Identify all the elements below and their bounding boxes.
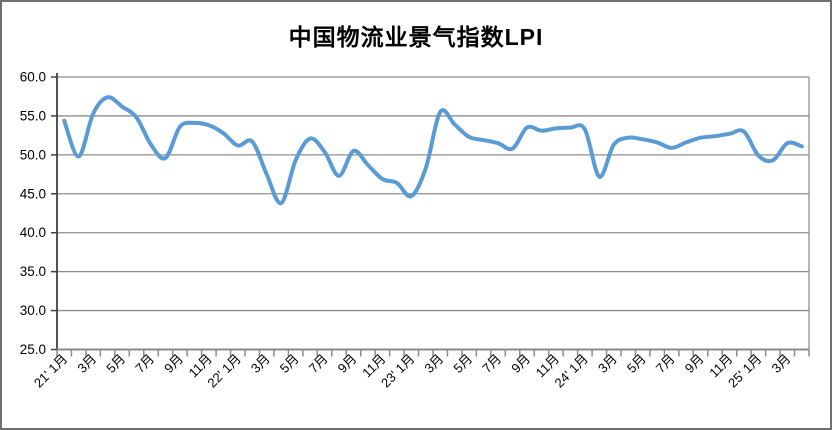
y-axis-label: 40.0 xyxy=(20,225,46,240)
lpi-series-line xyxy=(62,95,804,206)
x-axis-label: 22' 1月 xyxy=(204,351,243,390)
x-axis-label: 9月 xyxy=(508,351,533,376)
x-axis-label: 3月 xyxy=(74,351,99,376)
x-axis-label: 5月 xyxy=(450,351,475,376)
y-axis-label: 60.0 xyxy=(20,70,46,85)
x-axis-label: 7月 xyxy=(653,351,678,376)
x-axis-label: 9月 xyxy=(335,351,360,376)
gridlines xyxy=(57,76,810,350)
x-axis-label: 5月 xyxy=(624,351,649,376)
x-axis-label: 7月 xyxy=(306,351,331,376)
y-axis-label: 30.0 xyxy=(20,303,46,318)
series xyxy=(62,95,804,206)
x-axis-label: 5月 xyxy=(277,351,302,376)
x-axis-label: 24' 1月 xyxy=(552,351,591,390)
axis-ticks xyxy=(51,76,810,357)
x-axis-label: 9月 xyxy=(682,351,707,376)
chart-title: 中国物流业景气指数LPI xyxy=(288,24,544,50)
x-axis-label: 3月 xyxy=(248,351,273,376)
y-axis-label: 45.0 xyxy=(20,186,46,201)
x-axis-label: 3月 xyxy=(769,351,794,376)
y-axis-label: 50.0 xyxy=(20,147,46,162)
x-axis-label: 3月 xyxy=(421,351,446,376)
y-axis-labels: 60.0 55.0 50.0 45.0 40.0 35.0 30.0 25.0 xyxy=(20,70,46,358)
axes xyxy=(56,73,809,351)
x-axis-label: 7月 xyxy=(132,351,157,376)
x-axis-label: 9月 xyxy=(161,351,186,376)
x-axis-label: 25' 1月 xyxy=(725,351,764,390)
y-axis-label: 35.0 xyxy=(20,264,46,279)
x-axis-label: 3月 xyxy=(595,351,620,376)
x-axis-label: 23' 1月 xyxy=(378,351,417,390)
y-axis-label: 55.0 xyxy=(20,108,46,123)
x-axis-label: 5月 xyxy=(103,351,128,376)
y-axis-label: 25.0 xyxy=(20,342,46,357)
x-axis-label: 7月 xyxy=(479,351,504,376)
